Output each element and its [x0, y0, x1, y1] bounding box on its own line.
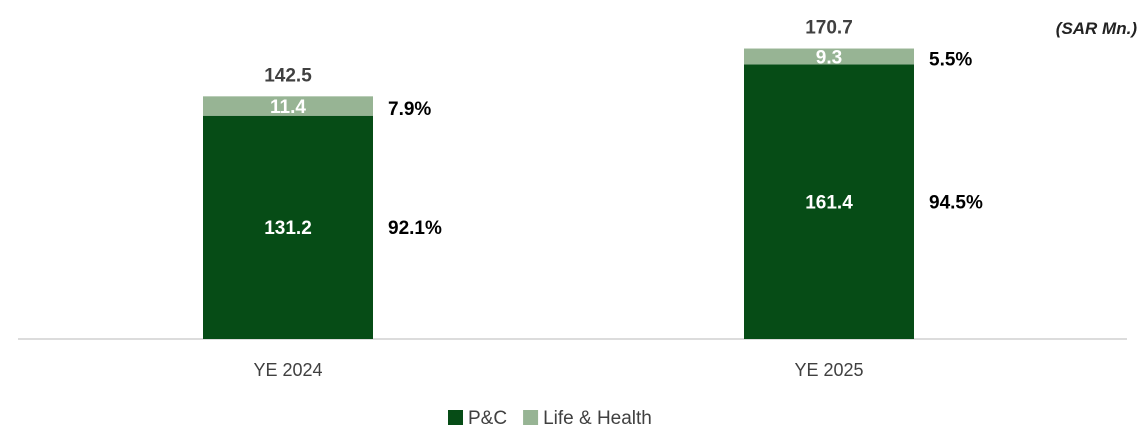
legend: P&C Life & Health [448, 408, 652, 429]
share-label-life-health: 5.5% [929, 49, 972, 70]
x-tick-label: YE 2025 [794, 360, 863, 380]
value-label-pc: 161.4 [805, 193, 853, 214]
bar-segment-pc [203, 115, 373, 339]
legend-swatch-pc [448, 410, 463, 425]
x-tick-label: YE 2024 [253, 360, 322, 380]
bar-segment-life-health [744, 48, 914, 65]
total-label: 170.7 [805, 18, 853, 39]
total-label: 142.5 [264, 65, 312, 86]
legend-swatch-life-health [523, 410, 539, 425]
value-label-life-health: 11.4 [270, 97, 306, 118]
value-label-life-health: 9.3 [816, 47, 842, 68]
share-label-pc: 94.5% [929, 193, 983, 214]
share-label-pc: 92.1% [388, 218, 442, 239]
bar-segment-pc [744, 64, 914, 340]
share-label-life-health: 7.9% [388, 99, 431, 120]
unit-note: (SAR Mn.) [1056, 19, 1138, 38]
bar-segment-life-health [203, 96, 373, 116]
legend-label-pc: P&C [468, 408, 507, 429]
bars-layer: 131.2 92.1% 11.4 7.9% 142.5 YE 2024 161.4 94.5%… [203, 18, 983, 380]
value-label-pc: 131.2 [264, 218, 312, 239]
legend-label-life-health: Life & Health [543, 408, 652, 429]
